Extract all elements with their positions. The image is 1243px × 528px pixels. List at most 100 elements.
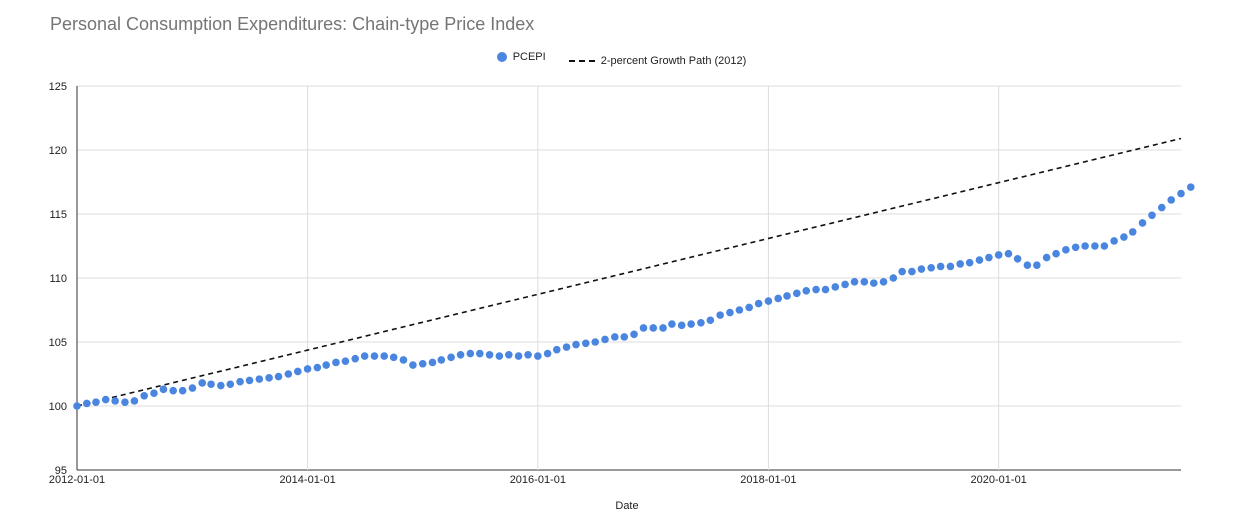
pcepi-point[interactable] xyxy=(360,352,369,360)
pcepi-point[interactable] xyxy=(1091,242,1099,250)
pcepi-point[interactable] xyxy=(111,397,119,405)
pcepi-point[interactable] xyxy=(409,361,417,369)
pcepi-point[interactable] xyxy=(946,262,955,271)
pcepi-point[interactable] xyxy=(236,377,244,386)
pcepi-point[interactable] xyxy=(485,351,494,359)
pcepi-point[interactable] xyxy=(591,338,600,346)
pcepi-point[interactable] xyxy=(1177,189,1185,198)
pcepi-point[interactable] xyxy=(975,256,984,264)
pcepi-point[interactable] xyxy=(159,385,168,394)
pcepi-point[interactable] xyxy=(601,335,609,344)
pcepi-point[interactable] xyxy=(130,397,139,405)
pcepi-point[interactable] xyxy=(697,319,705,327)
pcepi-point[interactable] xyxy=(255,375,264,383)
pcepi-point[interactable] xyxy=(572,340,580,349)
pcepi-point[interactable] xyxy=(437,356,446,364)
pcepi-point[interactable] xyxy=(1023,261,1032,270)
pcepi-point[interactable] xyxy=(821,285,830,294)
pcepi-point[interactable] xyxy=(447,353,455,362)
pcepi-point[interactable] xyxy=(716,311,724,319)
pcepi-point[interactable] xyxy=(341,357,350,366)
legend-item-growth-path[interactable]: 2-percent Growth Path (2012) xyxy=(568,55,746,67)
pcepi-point[interactable] xyxy=(150,389,158,398)
pcepi-point[interactable] xyxy=(92,398,100,406)
pcepi-point[interactable] xyxy=(514,352,523,360)
pcepi-point[interactable] xyxy=(274,372,283,381)
pcepi-point[interactable] xyxy=(1004,249,1013,258)
pcepi-point[interactable] xyxy=(332,358,340,367)
pcepi-point[interactable] xyxy=(668,320,676,328)
pcepi-point[interactable] xyxy=(188,384,197,392)
pcepi-point[interactable] xyxy=(802,287,811,295)
pcepi-point[interactable] xyxy=(1138,219,1147,227)
pcepi-point[interactable] xyxy=(956,260,964,268)
pcepi-point[interactable] xyxy=(611,333,619,341)
pcepi-point[interactable] xyxy=(754,299,763,308)
pcepi-point[interactable] xyxy=(889,274,898,282)
pcepi-point[interactable] xyxy=(562,343,571,351)
pcepi-point[interactable] xyxy=(745,303,753,312)
pcepi-point[interactable] xyxy=(985,253,993,262)
pcepi-point[interactable] xyxy=(543,349,552,358)
pcepi-point[interactable] xyxy=(917,265,926,273)
pcepi-point[interactable] xyxy=(418,359,427,368)
pcepi-point[interactable] xyxy=(1062,246,1070,254)
pcepi-point[interactable] xyxy=(994,251,1003,259)
pcepi-point[interactable] xyxy=(831,283,840,291)
pcepi-point[interactable] xyxy=(659,324,667,332)
pcepi-point[interactable] xyxy=(706,316,715,325)
pcepi-point[interactable] xyxy=(793,289,801,298)
pcepi-point[interactable] xyxy=(1042,253,1051,262)
pcepi-point[interactable] xyxy=(1081,242,1089,250)
pcepi-point[interactable] xyxy=(322,361,330,369)
pcepi-point[interactable] xyxy=(121,398,129,406)
pcepi-point[interactable] xyxy=(898,267,906,276)
pcepi-point[interactable] xyxy=(1157,203,1166,212)
pcepi-point[interactable] xyxy=(1120,233,1128,241)
pcepi-point[interactable] xyxy=(1148,211,1156,220)
pcepi-point[interactable] xyxy=(677,321,686,330)
pcepi-point[interactable] xyxy=(294,367,302,376)
pcepi-point[interactable] xyxy=(649,324,658,332)
pcepi-point[interactable] xyxy=(524,351,532,359)
pcepi-point[interactable] xyxy=(1110,237,1118,245)
pcepi-point[interactable] xyxy=(860,278,869,286)
pcepi-point[interactable] xyxy=(495,352,504,360)
pcepi-point[interactable] xyxy=(505,351,513,359)
pcepi-point[interactable] xyxy=(101,395,110,404)
pcepi-point[interactable] xyxy=(687,320,695,328)
pcepi-point[interactable] xyxy=(1186,183,1195,191)
pcepi-point[interactable] xyxy=(534,352,542,360)
pcepi-point[interactable] xyxy=(774,294,782,303)
pcepi-point[interactable] xyxy=(1128,228,1137,236)
pcepi-point[interactable] xyxy=(879,278,888,286)
pcepi-point[interactable] xyxy=(812,285,820,294)
pcepi-point[interactable] xyxy=(783,292,791,300)
pcepi-point[interactable] xyxy=(1071,243,1080,252)
pcepi-point[interactable] xyxy=(284,370,293,378)
pcepi-point[interactable] xyxy=(1033,261,1041,270)
pcepi-point[interactable] xyxy=(620,333,629,341)
pcepi-point[interactable] xyxy=(936,262,945,271)
pcepi-point[interactable] xyxy=(639,324,648,332)
pcepi-point[interactable] xyxy=(476,349,484,358)
pcepi-point[interactable] xyxy=(370,352,379,360)
pcepi-point[interactable] xyxy=(226,380,235,389)
pcepi-point[interactable] xyxy=(245,376,254,385)
pcepi-point[interactable] xyxy=(850,278,859,286)
pcepi-point[interactable] xyxy=(726,308,734,317)
pcepi-point[interactable] xyxy=(841,280,849,289)
pcepi-point[interactable] xyxy=(630,330,638,339)
pcepi-point[interactable] xyxy=(965,258,974,267)
pcepi-point[interactable] xyxy=(380,352,389,360)
pcepi-point[interactable] xyxy=(466,349,475,358)
pcepi-point[interactable] xyxy=(82,399,91,408)
pcepi-point[interactable] xyxy=(735,306,744,314)
pcepi-point[interactable] xyxy=(169,386,178,395)
pcepi-point[interactable] xyxy=(207,380,215,389)
pcepi-point[interactable] xyxy=(1013,254,1022,263)
pcepi-point[interactable] xyxy=(428,358,437,367)
pcepi-point[interactable] xyxy=(140,391,148,400)
pcepi-point[interactable] xyxy=(313,363,322,372)
pcepi-point[interactable] xyxy=(1167,196,1176,204)
